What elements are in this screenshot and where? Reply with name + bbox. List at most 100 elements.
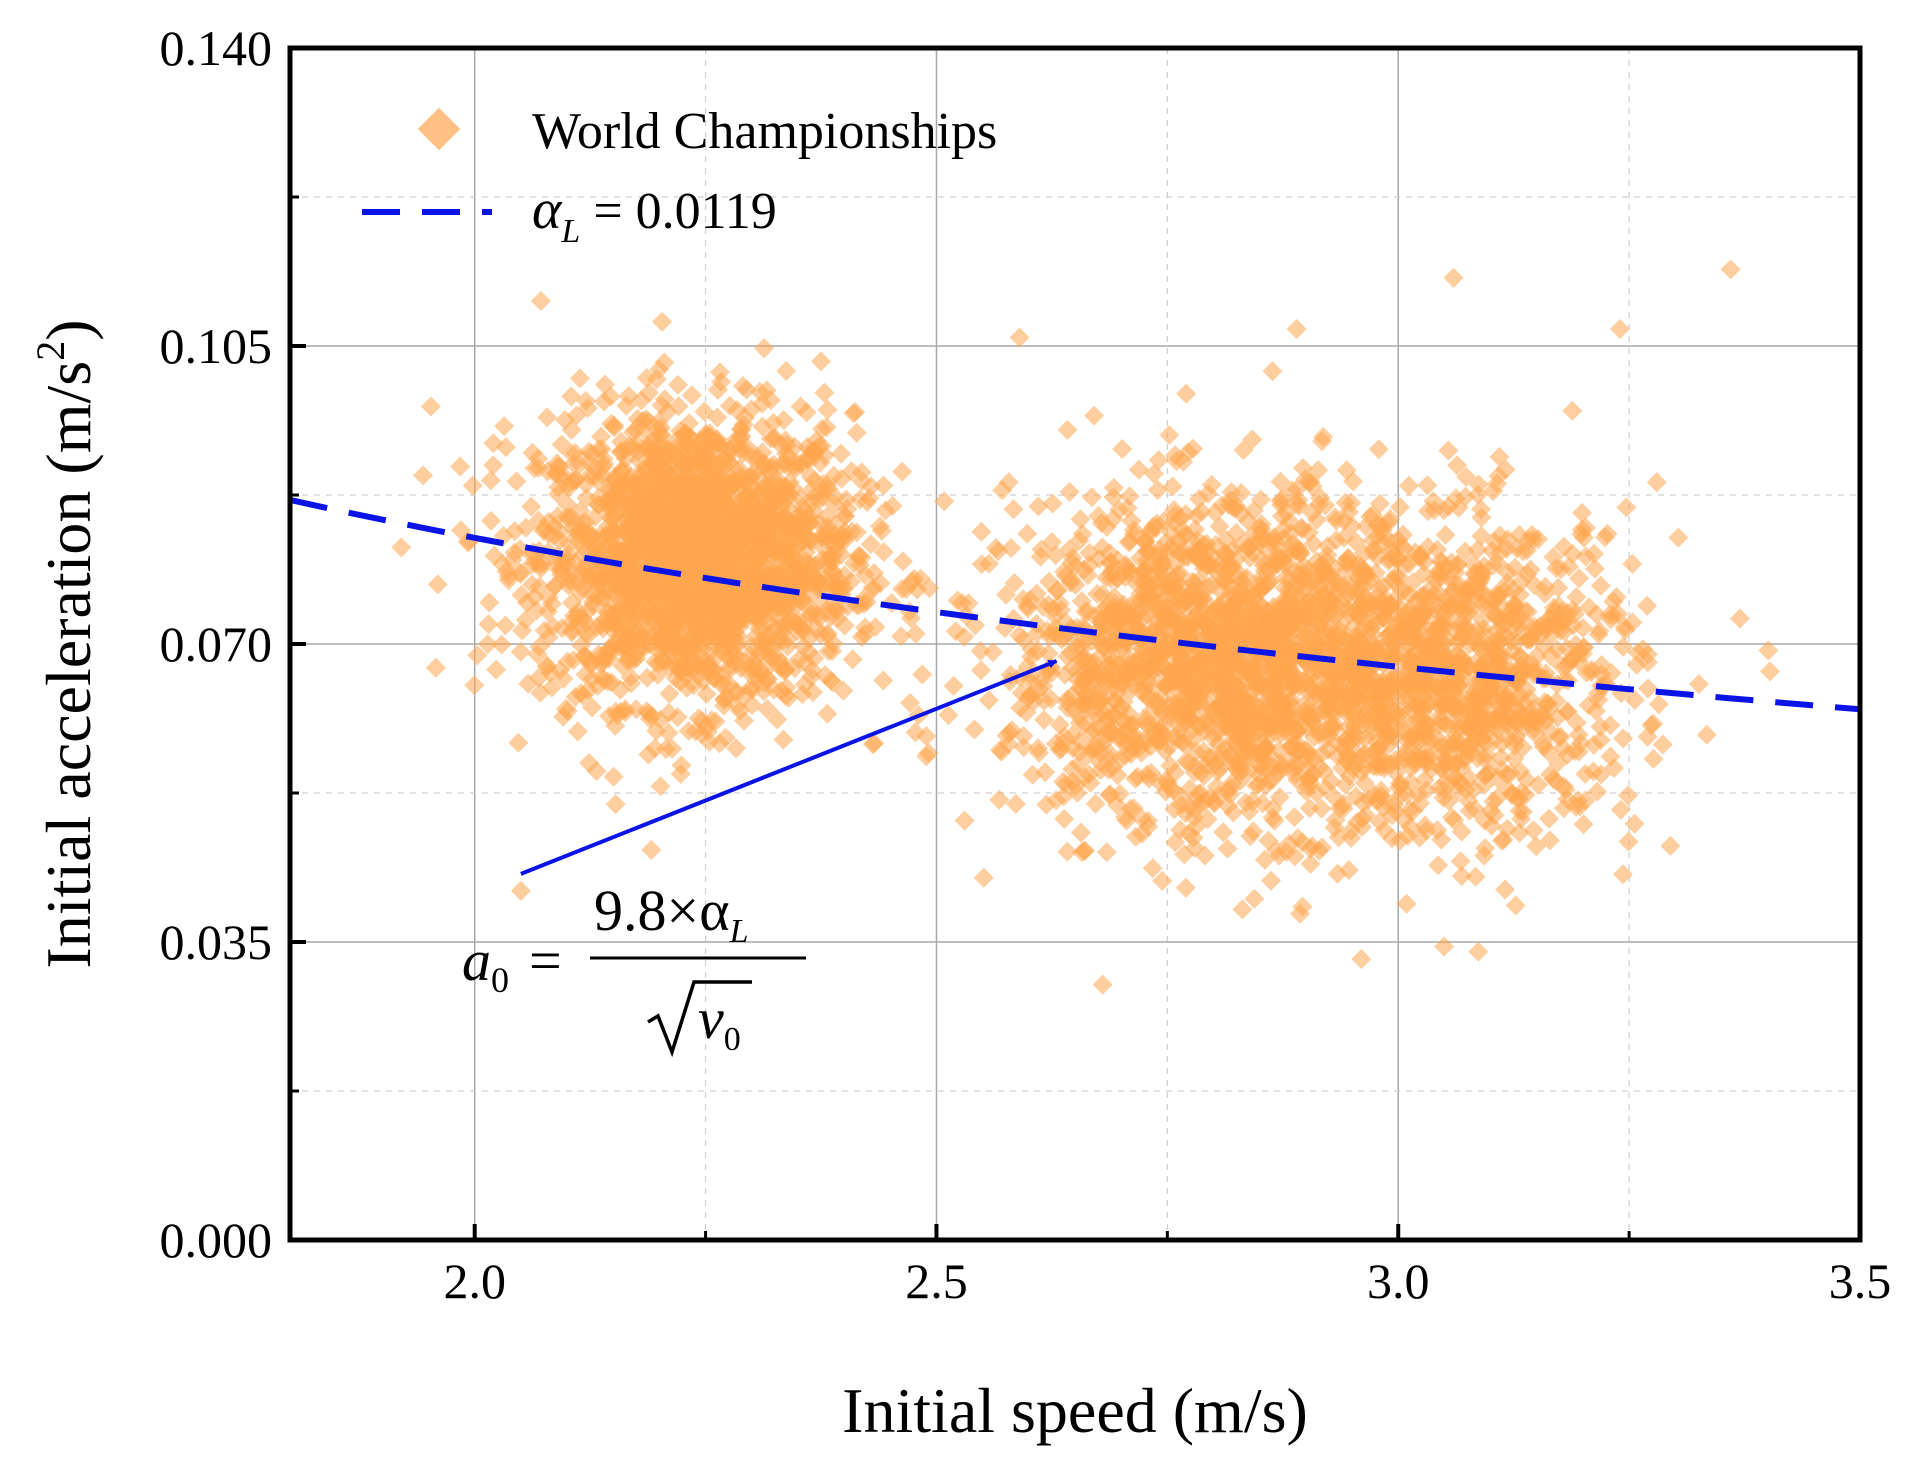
scatter-point [996,584,1016,605]
scatter-point [1286,606,1307,627]
scatter-point [773,729,794,750]
scatter-point [1031,669,1052,690]
scatter-point [882,495,903,516]
scatter-point [776,361,797,381]
scatter-point [1166,451,1187,472]
scatter-point [1270,644,1291,665]
scatter-point [1575,764,1596,784]
scatter-point [1133,607,1154,628]
scatter-point [1292,519,1313,540]
scatter-point [582,526,603,547]
scatter-point [1242,791,1263,812]
scatter-point [864,733,885,754]
scatter-point [640,431,661,452]
scatter-point [978,690,999,711]
scatter-point [1129,651,1150,672]
scatter-point [541,593,562,614]
scatter-point [1600,715,1621,736]
scatter-point [1264,810,1285,831]
scatter-point [1057,419,1078,440]
scatter-point [610,679,631,700]
scatter-point [1054,808,1075,829]
scatter-point [1299,798,1320,819]
scatter-point [1226,496,1247,517]
scatter-point [774,615,795,636]
scatter-point [873,542,894,562]
scatter-point [682,532,703,553]
scatter-point [1528,774,1549,795]
scatter-point [683,675,704,696]
scatter-point [757,494,778,515]
scatter-point [842,649,863,670]
scatter-point [591,426,612,447]
scatter-point [1362,624,1383,644]
scatter-point [1157,772,1178,793]
scatter-point [978,553,999,574]
scatter-point [1194,845,1215,866]
scatter-point [607,705,628,726]
scatter-point [614,440,635,461]
scatter-point [784,436,805,457]
scatter-point [699,731,720,752]
scatter-point [1448,497,1469,518]
scatter-point [1624,690,1645,710]
scatter-point [790,396,811,417]
scatter-point [1325,703,1346,724]
scatter-point [705,711,726,732]
scatter-point [1061,553,1082,573]
scatter-point [1214,571,1235,591]
scatter-point [1242,717,1263,738]
scatter-point [693,438,713,459]
scatter-point [1341,827,1362,848]
scatter-point [1520,629,1541,650]
scatter-point [794,674,815,695]
scatter-point [694,401,715,422]
scatter-point [1262,361,1283,382]
scatter-point [1287,576,1307,597]
scatter-point [1237,663,1258,683]
scatter-point [1183,827,1204,848]
scatter-point [767,531,788,552]
scatter-point [1311,585,1331,606]
scatter-point [1352,817,1372,837]
scatter-point [773,436,793,457]
scatter-point [1115,554,1136,575]
scatter-point [1092,584,1113,605]
scatter-point [1447,455,1468,476]
scatter-point [1163,578,1184,599]
scatter-point [1275,704,1296,724]
scatter-point [1327,863,1348,884]
scatter-point [1020,589,1041,610]
scatter-point [971,660,991,681]
scatter-point [1398,475,1419,496]
scatter-point [1096,842,1117,863]
scatter-point [561,622,582,643]
scatter-point [1057,841,1078,862]
scatter-point [793,636,814,657]
scatter-point [1504,712,1525,733]
scatter-point [566,405,587,426]
scatter-point [522,574,543,595]
scatter-point [1136,594,1157,615]
scatter-point [1159,425,1180,445]
scatter-point [647,639,668,660]
scatter-point [1451,821,1472,842]
scatter-point [1557,701,1578,722]
scatter-point [817,703,838,724]
scatter-point [1456,466,1477,487]
scatter-point [964,719,985,740]
scatter-point [697,618,718,639]
scatter-point [1250,756,1271,777]
scatter-point [792,496,813,517]
scatter-point [1009,625,1030,646]
scatter-point [1562,544,1583,564]
scatter-point [491,634,512,655]
scatter-point [907,579,928,600]
scatter-point [1395,553,1416,574]
scatter-point [530,558,551,579]
scatter-point [811,525,832,546]
scatter-point [450,456,471,477]
scatter-point [851,627,872,647]
scatter-point [1130,548,1150,569]
scatter-point [852,471,873,492]
